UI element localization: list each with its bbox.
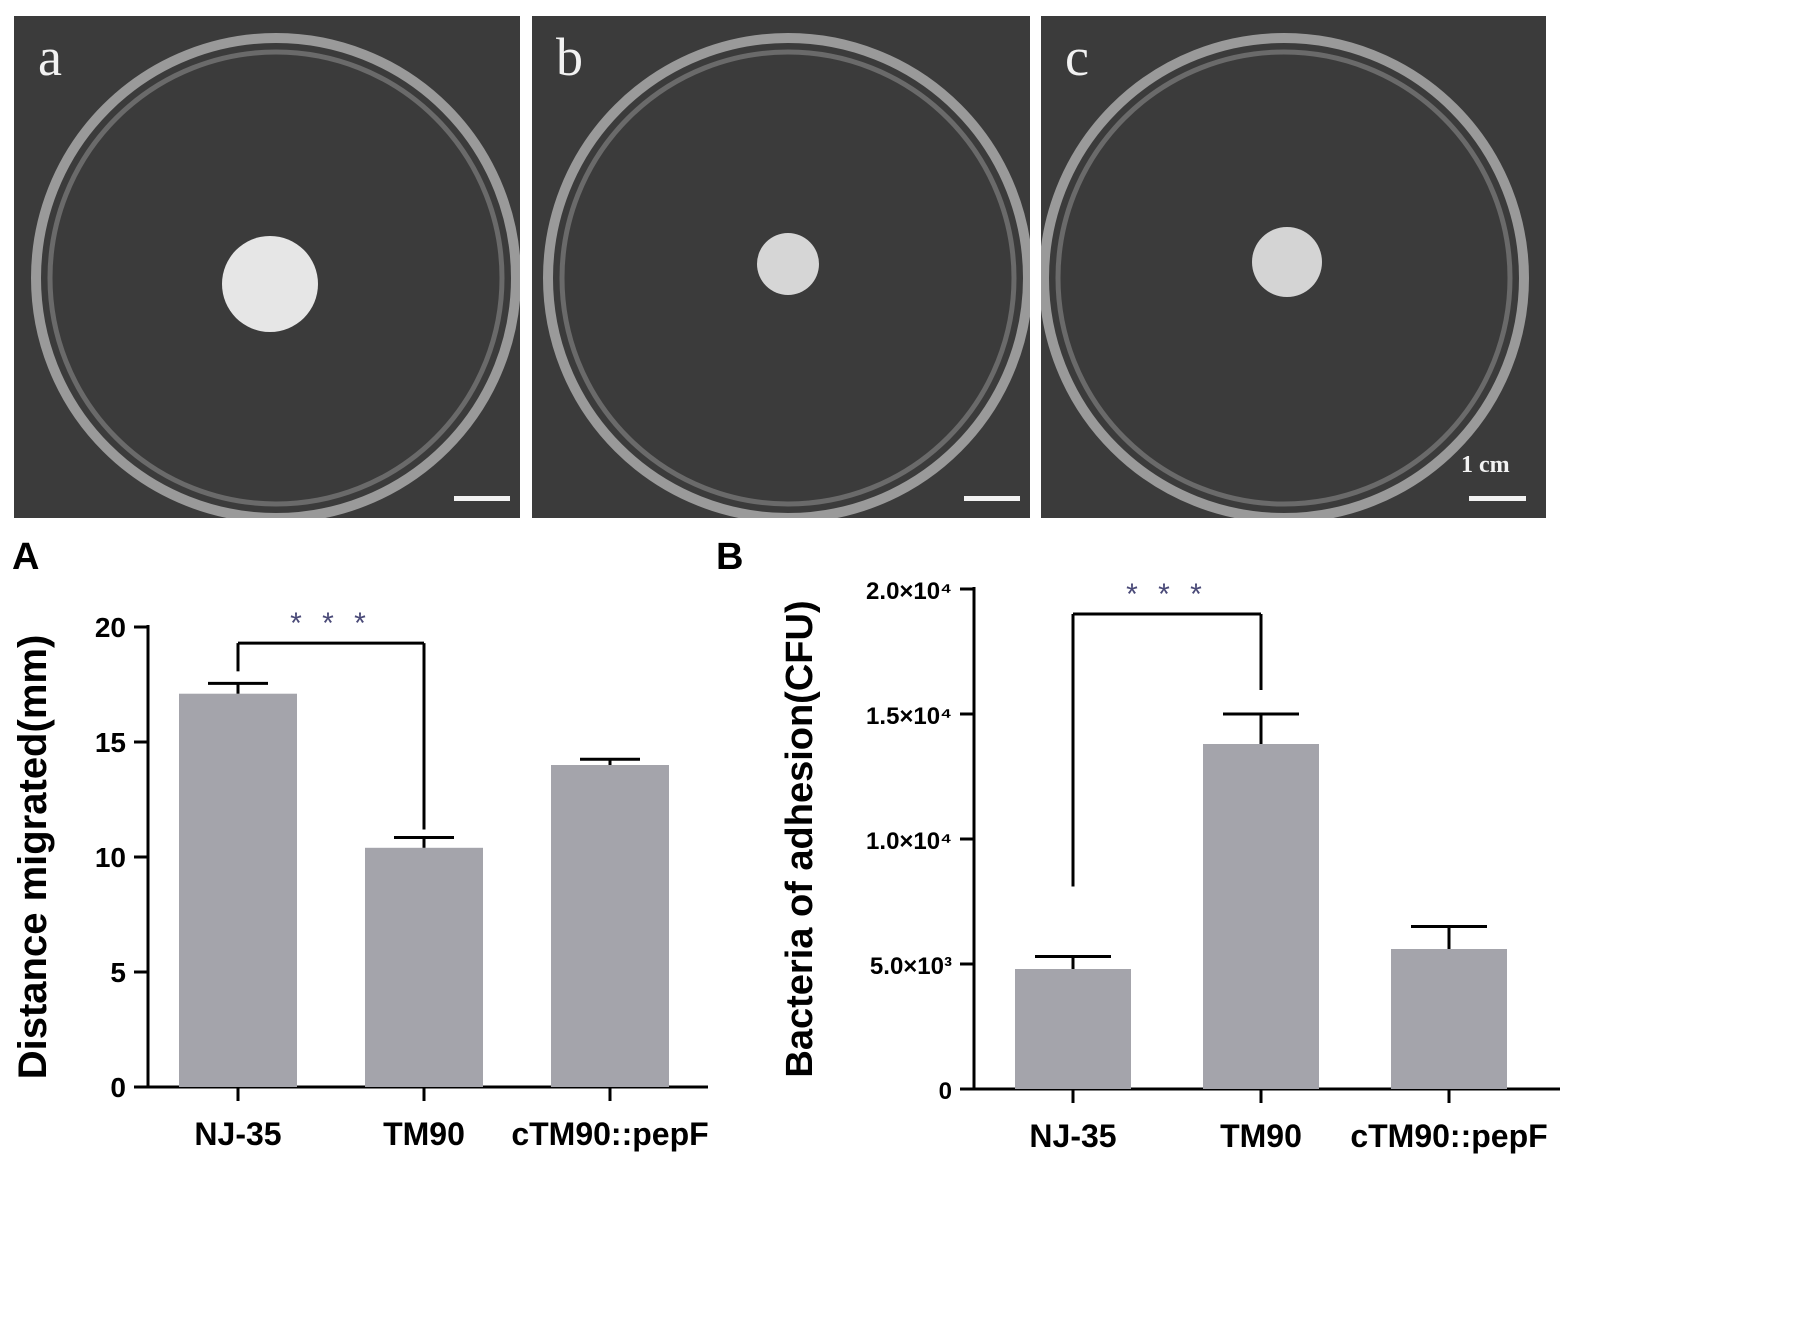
- y-tick-label: 1.5×10⁴: [866, 703, 952, 730]
- y-tick-label: 5: [110, 957, 126, 988]
- y-tick-label: 0: [939, 1078, 952, 1105]
- bar: [1203, 744, 1319, 1089]
- dish-inner-rim: [47, 49, 505, 507]
- dish-rim: [543, 33, 1030, 518]
- significance-stars: * * *: [290, 607, 372, 640]
- plate-letter: b: [556, 27, 583, 87]
- x-tick-label: TM90: [383, 1116, 465, 1152]
- dish-rim: [1041, 33, 1529, 518]
- scale-bar: [454, 496, 510, 501]
- x-tick-label: NJ-35: [1029, 1118, 1116, 1154]
- panel-label-a: A: [12, 536, 40, 578]
- colony: [1252, 227, 1322, 297]
- plate-photo-c: c 1 cm: [1041, 16, 1546, 518]
- y-axis-label: Distance migrated(mm): [11, 635, 55, 1080]
- chart-bacteria-adhesion: 0 5.0×10³ 1.0×10⁴ 1.5×10⁴ 2.0×10⁴ NJ-35 TM90 cT…: [779, 578, 1560, 1154]
- dish-rim: [31, 33, 520, 518]
- colony: [222, 236, 318, 332]
- bar: [551, 765, 669, 1087]
- bar: [1015, 969, 1131, 1089]
- plate-letter: c: [1065, 27, 1089, 87]
- plate-a-drawing: [31, 33, 520, 518]
- scale-bar-label: 1 cm: [1461, 452, 1510, 478]
- x-tick-label: TM90: [1220, 1118, 1302, 1154]
- significance-stars: * * *: [1126, 578, 1208, 611]
- bar: [365, 847, 483, 1087]
- x-tick-label: cTM90::pepF: [1350, 1118, 1547, 1154]
- y-tick-label: 20: [95, 612, 126, 643]
- dish-inner-rim: [1055, 49, 1513, 507]
- colony: [757, 233, 819, 295]
- dish-inner-rim: [559, 49, 1017, 507]
- y-tick-label: 10: [95, 842, 126, 873]
- y-tick-label: 1.0×10⁴: [866, 828, 952, 855]
- petri-dish-photos: a b c 1 cm: [0, 0, 1800, 600]
- plate-letter: a: [38, 27, 62, 87]
- x-tick-label: cTM90::pepF: [511, 1116, 708, 1152]
- panel-label-b: B: [716, 536, 744, 578]
- plate-photo-a: a: [14, 16, 520, 518]
- bar: [1391, 949, 1507, 1089]
- bar: [179, 693, 297, 1087]
- plate-photo-b: b: [532, 16, 1030, 518]
- y-axis-label: Bacteria of adhesion(CFU): [779, 600, 821, 1077]
- y-tick-label: 2.0×10⁴: [866, 578, 952, 605]
- scale-bar: [964, 496, 1020, 501]
- y-tick-label: 0: [110, 1072, 126, 1103]
- scale-bar: [1469, 496, 1526, 501]
- plate-b-drawing: [543, 33, 1030, 518]
- y-tick-label: 5.0×10³: [870, 953, 952, 980]
- y-tick-label: 15: [95, 727, 126, 758]
- x-tick-label: NJ-35: [194, 1116, 281, 1152]
- plate-c-drawing: [1041, 33, 1529, 518]
